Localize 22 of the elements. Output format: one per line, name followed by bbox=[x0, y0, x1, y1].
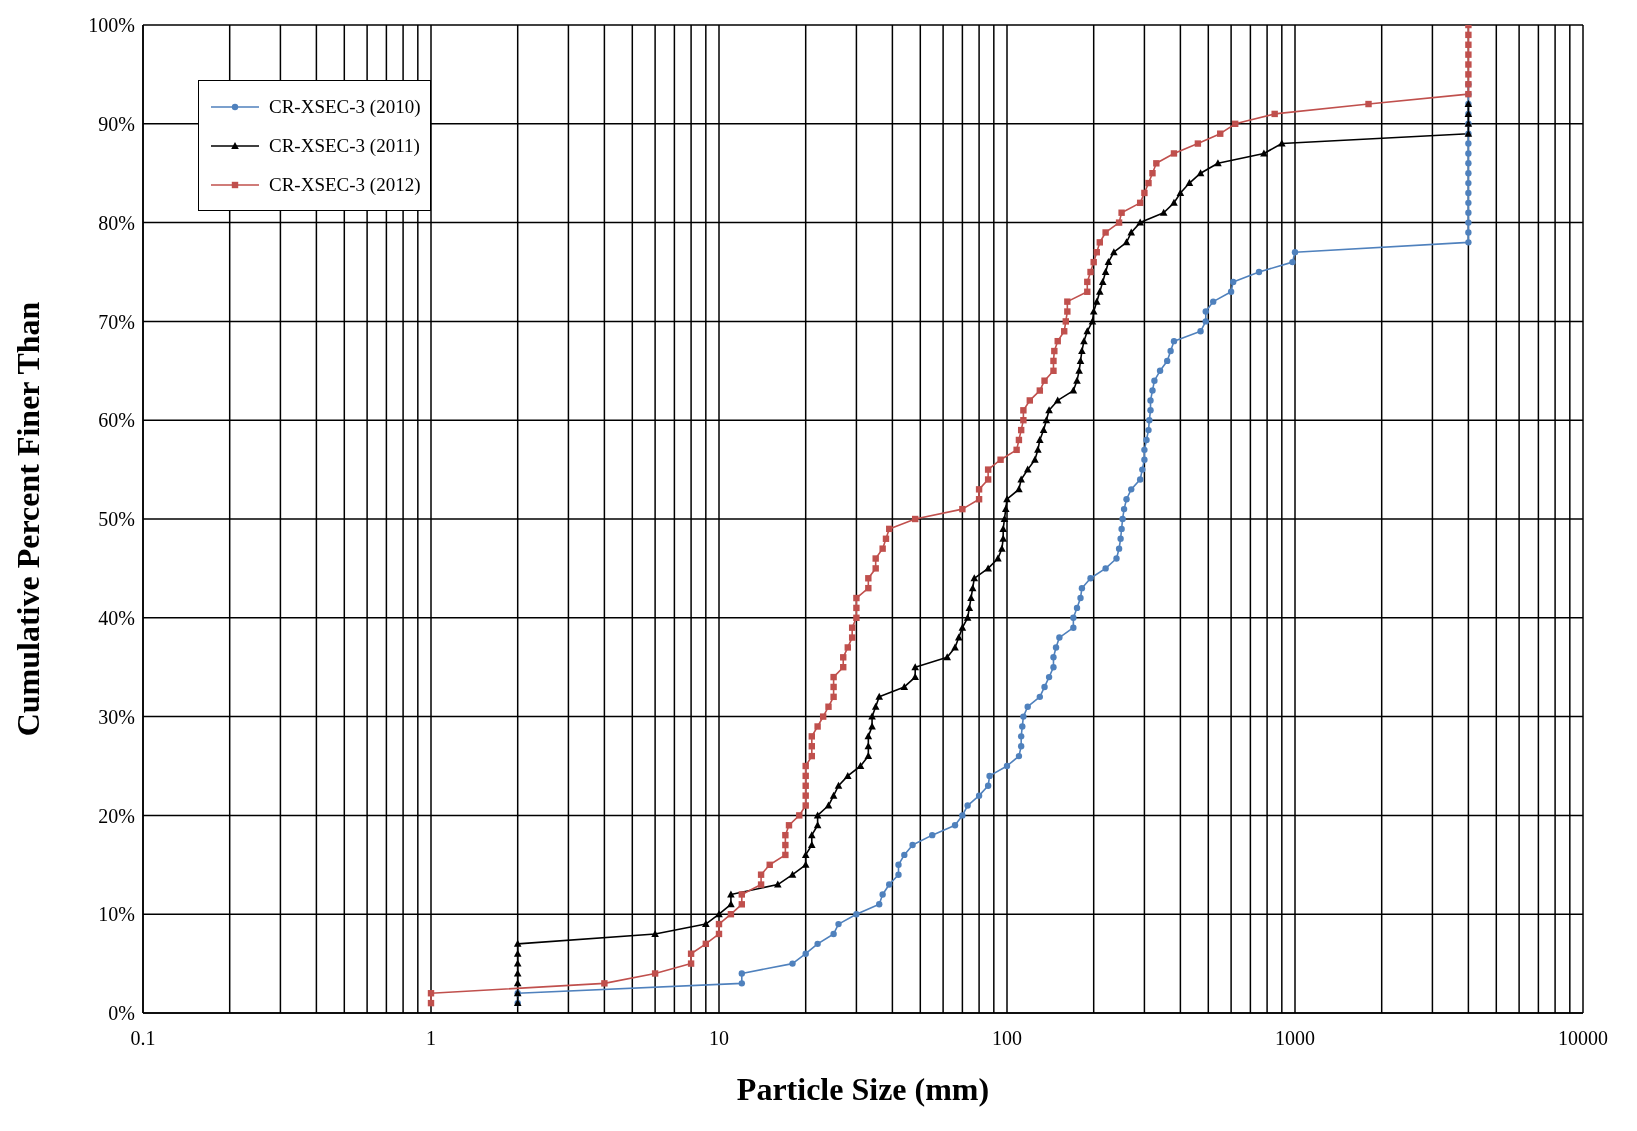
x-tick-label: 1 bbox=[426, 1027, 436, 1050]
y-tick-label: 100% bbox=[88, 14, 135, 37]
y-tick-label: 80% bbox=[98, 211, 135, 234]
y-tick-label: 70% bbox=[98, 310, 135, 333]
x-axis-title: Particle Size (mm) bbox=[736, 1071, 990, 1107]
x-tick-label: 100 bbox=[992, 1027, 1022, 1050]
y-tick-label: 20% bbox=[98, 804, 135, 827]
x-tick-label: 1000 bbox=[1275, 1027, 1315, 1050]
y-tick-label: 0% bbox=[108, 1002, 135, 1025]
x-tick-label: 10000 bbox=[1558, 1027, 1608, 1050]
y-tick-label: 10% bbox=[98, 903, 135, 926]
legend-label: CR-XSEC-3 (2010) bbox=[269, 95, 421, 118]
y-tick-label: 50% bbox=[98, 508, 135, 531]
legend-label: CR-XSEC-3 (2011) bbox=[269, 134, 420, 157]
legend-label: CR-XSEC-3 (2012) bbox=[269, 173, 421, 196]
y-tick-label: 40% bbox=[98, 606, 135, 629]
x-tick-label: 10 bbox=[709, 1027, 729, 1050]
y-axis-title: Cumulative Percent Finer Than bbox=[10, 301, 47, 737]
y-tick-label: 30% bbox=[98, 705, 135, 728]
y-tick-label: 90% bbox=[98, 112, 135, 135]
x-tick-label: 0.1 bbox=[130, 1027, 156, 1050]
y-tick-label: 60% bbox=[98, 409, 135, 432]
